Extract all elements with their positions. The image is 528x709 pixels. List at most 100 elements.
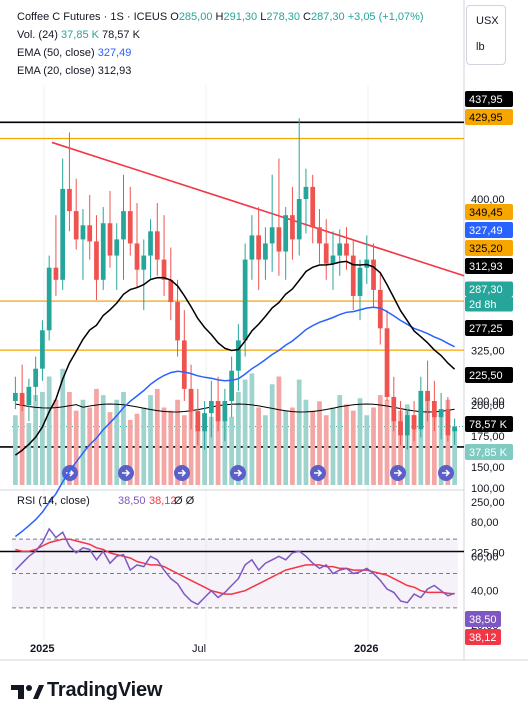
volume-bar: [134, 413, 140, 485]
high-label: H: [215, 11, 224, 23]
candle-body: [242, 259, 248, 341]
volume-bar: [431, 413, 437, 485]
tradingview-logo-icon[interactable]: [10, 680, 44, 704]
volume-bar: [344, 404, 349, 485]
rsi-ma-label: 38,12: [469, 632, 497, 644]
candle-body: [310, 186, 316, 228]
volume-bar: [242, 379, 248, 485]
candle-body: [175, 302, 180, 341]
candle-body: [40, 330, 45, 369]
candle-body: [404, 415, 410, 436]
volume-legend[interactable]: Vol. (24) 37,85 K 78,57 K: [17, 29, 140, 41]
time-axis-label: 2026: [354, 643, 378, 655]
high-value: 291,30: [223, 11, 258, 23]
candle-body: [195, 411, 201, 432]
rsi-title: RSI (14, close): [17, 495, 90, 507]
volume-bar: [391, 413, 397, 485]
price-label-bg: [465, 281, 513, 297]
ema50-legend[interactable]: EMA (50, close) 327,49: [17, 47, 131, 59]
candle-body: [256, 235, 262, 260]
low-label: L: [260, 11, 267, 23]
low-value: 278,30: [266, 11, 300, 23]
volume-bar: [80, 399, 86, 485]
ema50-label: EMA (50, close): [17, 47, 95, 59]
candle-body: [330, 255, 336, 264]
price-label: 277,25: [469, 323, 503, 335]
rollover-arrow-icon: [234, 469, 243, 477]
volume-bar: [296, 379, 302, 485]
candle-body: [154, 231, 160, 260]
candle-body: [344, 243, 349, 256]
candle-body: [60, 188, 66, 280]
volume-bar: [357, 398, 363, 485]
volume-bar: [141, 407, 147, 485]
volume-bar: [330, 407, 336, 485]
price-label-bg: [465, 320, 513, 336]
unit-selector[interactable]: USX lb: [466, 5, 506, 65]
price-tick-label: 400,00: [471, 194, 505, 206]
price-tick-label: 250,00: [471, 497, 505, 509]
rsi-ma-line: [15, 538, 455, 595]
volume-bar: [411, 415, 417, 485]
rsi-tick-label: 80,00: [471, 517, 499, 529]
price-label: 2d 8h: [469, 299, 497, 311]
open-value: 285,00: [178, 11, 213, 23]
weight-unit: lb: [476, 41, 485, 53]
volume-bar: [40, 392, 45, 485]
volume-bar: [60, 368, 66, 485]
symbol-title[interactable]: Coffee C Futures · 1S · ICEUS: [17, 11, 168, 23]
open-label: O: [170, 11, 179, 23]
volume-bar: [19, 404, 25, 485]
candle-body: [377, 289, 383, 329]
volume-bar: [398, 410, 403, 485]
candle-body: [134, 243, 140, 270]
ema20-legend[interactable]: EMA (20, close) 312,93: [17, 65, 131, 77]
price-tick-label: 100,00: [471, 483, 505, 495]
candle-body: [67, 188, 72, 212]
time-axis-label: 2025: [30, 643, 54, 655]
rollover-arrow-icon: [66, 469, 75, 477]
volume-bar: [425, 395, 430, 485]
price-tick-label: 175,00: [471, 431, 505, 443]
rsi-label-bg: [465, 611, 501, 627]
ema20-line: [14, 260, 456, 456]
candle-body: [80, 225, 86, 240]
candle-body: [161, 259, 167, 280]
volume-bar: [263, 415, 268, 485]
rollover-arrow-icon: [122, 469, 131, 477]
candle-body: [276, 227, 282, 252]
candle-body: [100, 223, 106, 280]
volume-bar: [154, 388, 160, 485]
volume-bar: [181, 415, 187, 485]
volume-bar: [364, 415, 370, 485]
price-label-bg: [465, 222, 513, 238]
volume-bar: [303, 399, 309, 485]
candle-body: [181, 340, 187, 389]
close-label: C: [303, 11, 311, 23]
candle-body: [418, 390, 424, 430]
rollover-arrow-icon: [314, 469, 323, 477]
candle-body: [236, 340, 241, 371]
candle-body: [452, 426, 457, 432]
volume-bar: [67, 392, 72, 485]
candle-body: [13, 392, 18, 401]
volume-bar: [269, 384, 275, 485]
price-label-bg: [465, 109, 513, 125]
price-label: 437,95: [469, 94, 503, 106]
brand-name[interactable]: TradingView: [47, 679, 163, 701]
candle-body: [371, 259, 376, 290]
candle-body: [350, 255, 356, 296]
volume-bar: [337, 395, 343, 485]
price-label-bg: [465, 91, 513, 107]
volume-bar: [438, 410, 444, 485]
candle-body: [283, 215, 289, 252]
price-label-bg: [465, 296, 513, 312]
volume-bar: [53, 399, 59, 485]
volume-bar: [236, 392, 241, 485]
volume-bar: [148, 395, 153, 485]
price-tick-label: 300,00: [471, 396, 505, 408]
price-tick-label: 225,00: [471, 548, 505, 560]
volume-bar: [168, 410, 174, 485]
candle-body: [411, 415, 417, 430]
